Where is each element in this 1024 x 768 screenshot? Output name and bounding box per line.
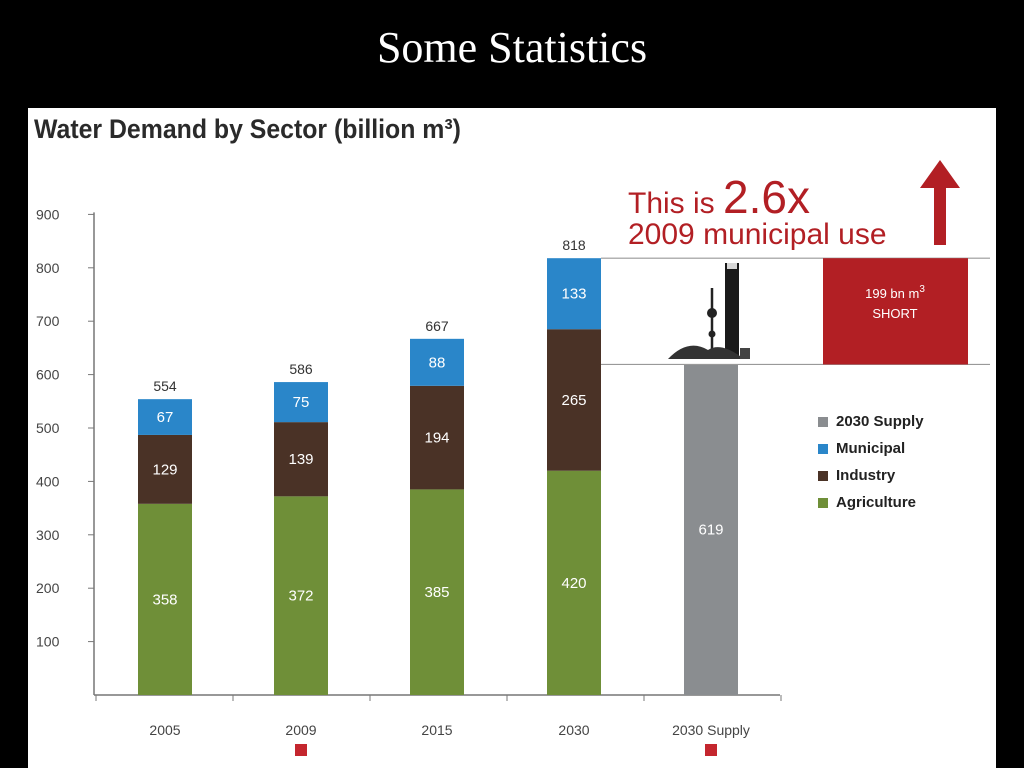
data-label: 265 xyxy=(561,392,586,409)
bar-agriculture xyxy=(274,496,328,695)
data-label: 619 xyxy=(698,522,723,539)
data-label: 133 xyxy=(561,286,586,303)
data-label: 194 xyxy=(424,430,449,447)
callout-subtext: 2009 municipal use xyxy=(628,218,887,251)
x-tick-label: 2005 xyxy=(149,722,180,738)
bar-municipal xyxy=(138,399,192,435)
legend-swatch xyxy=(818,497,828,508)
total-label: 554 xyxy=(153,378,177,394)
spire-orb-icon xyxy=(708,330,716,338)
data-label: 139 xyxy=(288,451,313,468)
small-building-icon xyxy=(740,348,750,359)
legend-label: Agriculture xyxy=(836,494,917,511)
x-tick-label: 2030 Supply xyxy=(672,722,750,738)
shortfall-box xyxy=(823,258,968,365)
tower-top-icon xyxy=(727,263,737,269)
data-label: 372 xyxy=(288,588,313,605)
total-label: 818 xyxy=(562,237,586,253)
y-tick-label: 700 xyxy=(36,313,60,329)
y-tick-label: 600 xyxy=(36,367,60,383)
shortfall-sublabel: SHORT xyxy=(872,306,917,321)
legend-swatch xyxy=(818,416,828,427)
bar-industry xyxy=(274,422,328,497)
x-tick-label: 2009 xyxy=(285,722,316,738)
x-tick-label: 2015 xyxy=(421,722,452,738)
legend-item: Industry xyxy=(818,462,924,489)
bar-2030-supply xyxy=(684,364,738,695)
data-label: 358 xyxy=(152,591,177,608)
legend: 2030 Supply Municipal Industry Agriculture xyxy=(818,408,924,516)
legend-label: 2030 Supply xyxy=(836,413,924,430)
bar-municipal xyxy=(410,338,464,386)
legend-label: Municipal xyxy=(836,440,906,457)
low-buildings-icon xyxy=(668,345,740,359)
bar-industry xyxy=(138,434,192,504)
shortfall-label: 199 bn m3 xyxy=(865,284,925,301)
legend-label: Industry xyxy=(836,467,896,484)
bar-agriculture xyxy=(410,489,464,695)
shortfall-unit-sup: 3 xyxy=(919,284,925,295)
chart-plot: 100 200 300 400 500 600 700 800 900 2005 2009 2015 2… xyxy=(36,160,990,756)
y-tick-label: 900 xyxy=(36,206,60,222)
legend-swatch xyxy=(818,443,828,454)
legend-item: Municipal xyxy=(818,435,924,462)
total-label: 667 xyxy=(425,318,449,334)
bar-industry xyxy=(410,385,464,490)
up-arrow-icon xyxy=(920,160,960,245)
bar-agriculture xyxy=(547,470,601,695)
category-marker xyxy=(705,744,717,756)
y-tick-label: 100 xyxy=(36,634,60,650)
y-tick-label: 400 xyxy=(36,473,60,489)
bar-agriculture xyxy=(138,503,192,695)
y-tick-label: 200 xyxy=(36,580,60,596)
y-tick-label: 800 xyxy=(36,260,60,276)
legend-swatch xyxy=(818,470,828,481)
slide-title: Some Statistics xyxy=(376,23,648,72)
chart-title: Water Demand by Sector (billion m³) xyxy=(34,114,461,144)
bar-municipal xyxy=(547,258,601,330)
data-label: 75 xyxy=(293,394,310,411)
spire-orb-icon xyxy=(707,308,717,318)
y-tick-label: 300 xyxy=(36,527,60,543)
chart-panel: 100 200 300 400 500 600 700 800 900 2005 2009 2015 2… xyxy=(28,108,996,768)
legend-item: Agriculture xyxy=(818,489,924,516)
data-label: 88 xyxy=(429,354,446,371)
data-label: 129 xyxy=(152,461,177,478)
x-tick-label: 2030 xyxy=(558,722,589,738)
legend-item: 2030 Supply xyxy=(818,408,924,435)
category-marker xyxy=(295,744,307,756)
callout-multiplier: 2.6x xyxy=(723,171,810,223)
data-label: 67 xyxy=(157,409,174,426)
callout-prefix: This is xyxy=(628,187,724,220)
city-skyline-icon xyxy=(668,263,750,359)
tower-icon xyxy=(725,263,739,359)
bar-industry xyxy=(547,329,601,471)
multiplier-callout: This is 2.6x 2009 municipal use xyxy=(628,170,887,252)
data-label: 420 xyxy=(561,575,586,592)
data-label: 385 xyxy=(424,584,449,601)
bar-municipal xyxy=(274,382,328,423)
y-tick-label: 500 xyxy=(36,420,60,436)
total-label: 586 xyxy=(289,361,313,377)
